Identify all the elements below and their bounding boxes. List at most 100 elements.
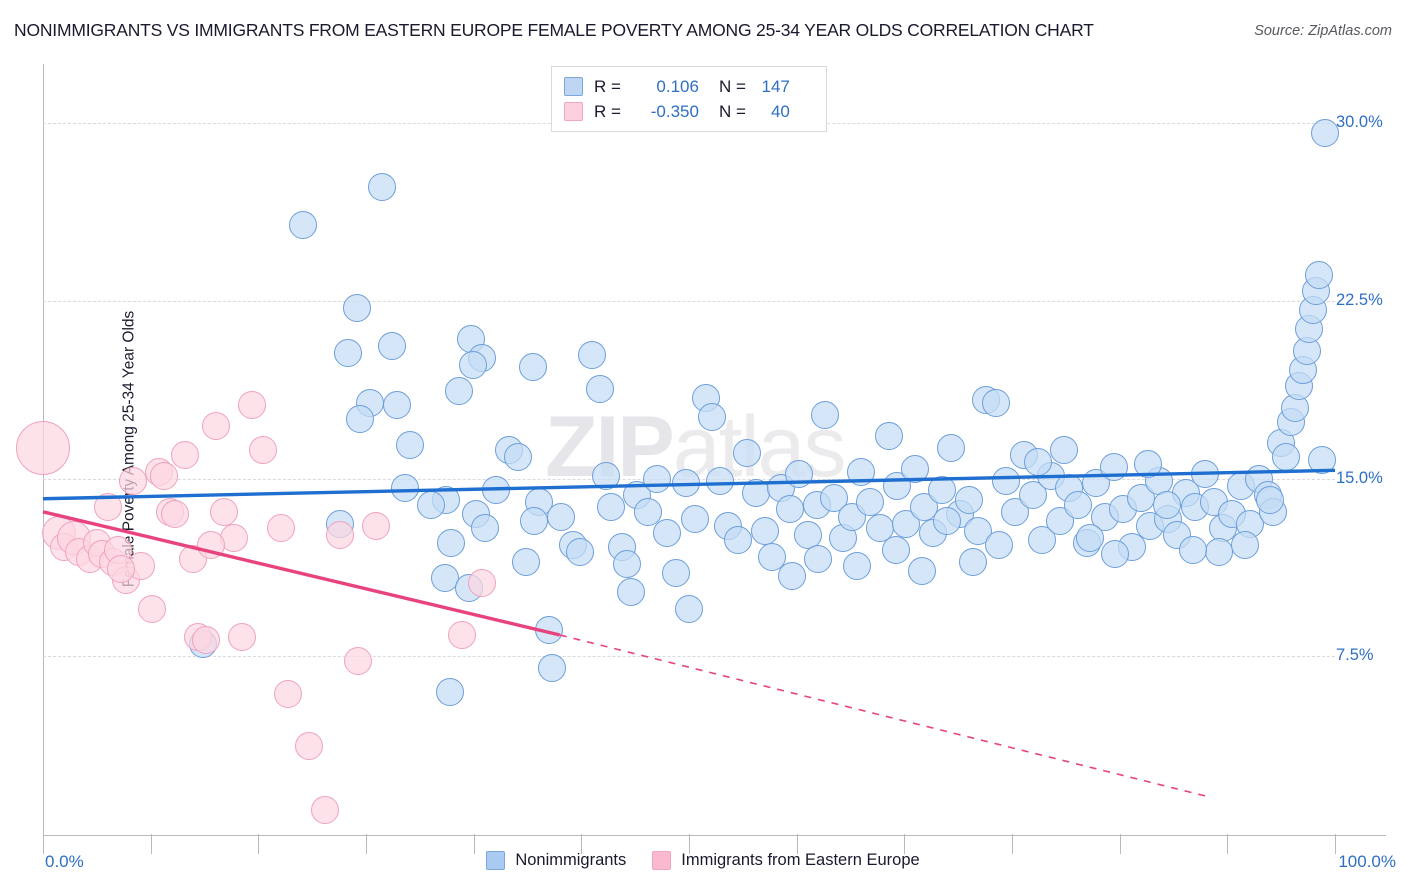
data-point-blue[interactable] — [416, 490, 445, 519]
data-point-blue[interactable] — [566, 538, 595, 567]
data-point-blue[interactable] — [585, 374, 614, 403]
data-point-pink[interactable] — [93, 493, 122, 522]
data-point-blue[interactable] — [459, 350, 488, 379]
data-point-blue[interactable] — [881, 535, 910, 564]
data-point-blue[interactable] — [675, 594, 703, 623]
data-point-blue[interactable] — [955, 485, 984, 514]
data-point-blue[interactable] — [907, 557, 936, 585]
data-point-pink[interactable] — [209, 497, 238, 526]
data-point-blue[interactable] — [390, 474, 419, 503]
data-point-blue[interactable] — [512, 547, 541, 576]
data-point-blue[interactable] — [482, 476, 511, 505]
data-point-pink[interactable] — [160, 500, 189, 529]
data-point-blue[interactable] — [964, 516, 993, 545]
data-point-blue[interactable] — [1305, 260, 1334, 289]
data-point-blue[interactable] — [1256, 485, 1285, 514]
data-point-pink[interactable] — [191, 625, 220, 654]
data-point-blue[interactable] — [1049, 436, 1078, 465]
data-point-pink[interactable] — [362, 512, 391, 540]
data-point-pink[interactable] — [106, 554, 135, 583]
data-point-blue[interactable] — [982, 388, 1011, 417]
data-point-blue[interactable] — [518, 353, 547, 382]
data-point-pink[interactable] — [16, 420, 70, 475]
data-point-pink[interactable] — [295, 732, 324, 761]
data-point-blue[interactable] — [445, 376, 474, 405]
data-point-pink[interactable] — [274, 680, 303, 709]
data-point-pink[interactable] — [326, 521, 355, 550]
data-point-blue[interactable] — [437, 528, 466, 557]
data-point-pink[interactable] — [310, 796, 339, 825]
data-point-blue[interactable] — [928, 476, 957, 505]
data-point-blue[interactable] — [345, 405, 374, 434]
data-point-blue[interactable] — [653, 519, 682, 548]
data-point-blue[interactable] — [535, 616, 564, 645]
data-point-blue[interactable] — [875, 421, 904, 450]
data-point-pink[interactable] — [248, 436, 277, 465]
data-point-pink[interactable] — [468, 568, 497, 597]
data-point-blue[interactable] — [642, 464, 671, 493]
data-point-blue[interactable] — [1190, 459, 1219, 488]
data-point-blue[interactable] — [842, 552, 871, 581]
data-point-blue[interactable] — [1075, 523, 1104, 552]
data-point-blue[interactable] — [538, 654, 567, 683]
data-point-pink[interactable] — [119, 466, 148, 495]
data-point-pink[interactable] — [150, 462, 179, 491]
data-point-blue[interactable] — [1310, 118, 1339, 147]
data-point-pink[interactable] — [344, 647, 373, 676]
data-point-blue[interactable] — [846, 457, 875, 486]
data-point-blue[interactable] — [724, 526, 753, 555]
data-point-blue[interactable] — [616, 578, 645, 607]
data-point-blue[interactable] — [959, 547, 988, 576]
data-point-blue[interactable] — [793, 521, 822, 550]
data-point-blue[interactable] — [662, 559, 691, 588]
data-point-blue[interactable] — [901, 455, 930, 484]
data-point-pink[interactable] — [238, 391, 267, 420]
data-point-blue[interactable] — [706, 466, 734, 495]
data-point-blue[interactable] — [937, 433, 966, 462]
data-point-blue[interactable] — [342, 294, 371, 323]
data-point-blue[interactable] — [288, 211, 317, 240]
data-point-blue[interactable] — [775, 495, 804, 524]
data-point-blue[interactable] — [612, 549, 641, 578]
data-point-blue[interactable] — [1023, 448, 1052, 477]
data-point-blue[interactable] — [804, 545, 833, 574]
data-point-blue[interactable] — [1230, 530, 1259, 559]
data-point-pink[interactable] — [202, 412, 231, 441]
data-point-blue[interactable] — [519, 507, 548, 536]
data-point-blue[interactable] — [383, 391, 411, 420]
data-point-blue[interactable] — [435, 677, 464, 706]
data-point-blue[interactable] — [377, 331, 406, 360]
legend-item[interactable]: Nonimmigrants — [486, 851, 626, 870]
data-point-blue[interactable] — [633, 497, 662, 526]
data-point-pink[interactable] — [447, 620, 476, 649]
data-point-blue[interactable] — [333, 339, 362, 368]
data-point-pink[interactable] — [196, 530, 225, 559]
data-point-blue[interactable] — [470, 514, 499, 543]
data-point-pink[interactable] — [137, 594, 166, 623]
data-point-blue[interactable] — [597, 493, 626, 522]
data-point-blue[interactable] — [578, 341, 607, 370]
data-point-blue[interactable] — [395, 431, 424, 460]
data-point-blue[interactable] — [1204, 538, 1233, 567]
data-point-blue[interactable] — [1100, 452, 1129, 481]
data-point-blue[interactable] — [1133, 450, 1162, 479]
data-point-blue[interactable] — [1308, 445, 1337, 474]
data-point-blue[interactable] — [547, 502, 576, 531]
data-point-blue[interactable] — [991, 466, 1020, 495]
data-point-blue[interactable] — [784, 459, 813, 488]
data-point-blue[interactable] — [672, 469, 701, 498]
data-point-pink[interactable] — [227, 623, 256, 652]
data-point-blue[interactable] — [751, 516, 780, 545]
data-point-blue[interactable] — [933, 507, 962, 536]
data-point-blue[interactable] — [681, 504, 710, 533]
data-point-blue[interactable] — [1101, 540, 1130, 569]
data-point-blue[interactable] — [1178, 535, 1207, 564]
data-point-blue[interactable] — [810, 400, 839, 429]
data-point-blue[interactable] — [778, 561, 807, 590]
data-point-blue[interactable] — [592, 462, 621, 491]
data-point-blue[interactable] — [1153, 490, 1182, 519]
data-point-blue[interactable] — [1271, 443, 1300, 472]
data-point-blue[interactable] — [698, 403, 727, 431]
data-point-blue[interactable] — [733, 438, 762, 467]
data-point-pink[interactable] — [171, 440, 200, 469]
